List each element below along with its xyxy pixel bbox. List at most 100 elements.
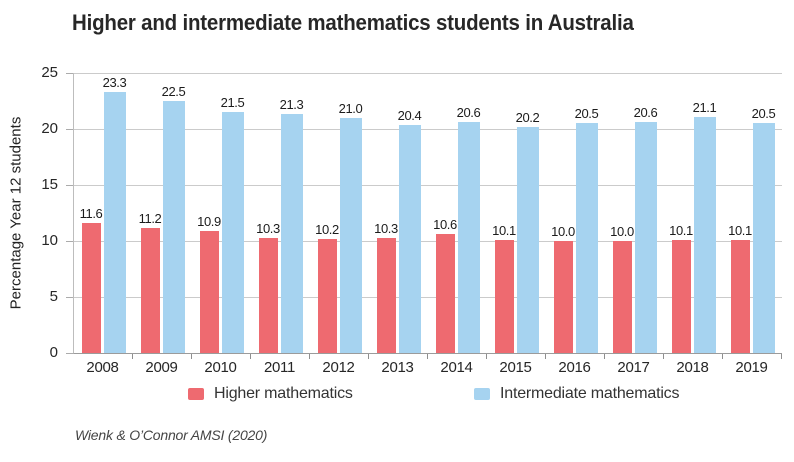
bar-group-2018: 10.1 21.1 bbox=[664, 73, 723, 353]
value-label-intermediate-2017: 20.6 bbox=[633, 105, 658, 120]
bar-intermediate-2011 bbox=[280, 114, 303, 353]
bar-higher-2017 bbox=[612, 241, 632, 353]
y-tick-label-10: 10 bbox=[41, 232, 58, 249]
bar-group-2011: 10.3 21.3 bbox=[251, 73, 310, 353]
value-label-higher-2018: 10.1 bbox=[669, 223, 693, 238]
bar-higher-2015 bbox=[494, 240, 514, 353]
gridline-25 bbox=[74, 73, 782, 74]
bar-group-2010: 10.9 21.5 bbox=[192, 73, 251, 353]
plot-area: 11.6 23.3 11.2 22.5 10.9 21.5 10.3 21.3 10.2 21.0… bbox=[73, 73, 782, 354]
x-tick-label-2011: 2011 bbox=[263, 359, 296, 376]
legend: Higher mathematics Intermediate mathemat… bbox=[0, 385, 794, 407]
value-label-higher-2008: 11.6 bbox=[79, 206, 103, 221]
x-tick-mark-5 bbox=[368, 354, 369, 359]
bar-intermediate-2014 bbox=[457, 122, 480, 353]
value-label-intermediate-2014: 20.6 bbox=[456, 105, 481, 120]
value-label-intermediate-2009: 22.5 bbox=[161, 84, 186, 99]
legend-label-intermediate: Intermediate mathematics bbox=[500, 385, 680, 402]
bar-group-2019: 10.1 20.5 bbox=[723, 73, 782, 353]
bar-higher-2009 bbox=[140, 228, 160, 353]
bar-intermediate-2019 bbox=[752, 123, 775, 353]
value-label-higher-2014: 10.6 bbox=[433, 217, 457, 232]
x-tick-mark-4 bbox=[309, 354, 310, 359]
bar-intermediate-2008 bbox=[103, 92, 126, 353]
x-tick-mark-12 bbox=[781, 354, 782, 359]
y-tick-label-25: 25 bbox=[41, 64, 58, 81]
x-tick-label-2019: 2019 bbox=[735, 359, 768, 376]
value-label-higher-2012: 10.2 bbox=[315, 222, 339, 237]
x-tick-label-2015: 2015 bbox=[499, 359, 532, 376]
gridline-15 bbox=[74, 185, 782, 186]
value-label-higher-2009: 11.2 bbox=[138, 211, 162, 226]
x-tick-label-2017: 2017 bbox=[617, 359, 650, 376]
x-tick-mark-8 bbox=[545, 354, 546, 359]
bar-group-2014: 10.6 20.6 bbox=[428, 73, 487, 353]
higher-mathematics-swatch-icon bbox=[188, 388, 204, 400]
bar-intermediate-2016 bbox=[575, 123, 598, 353]
x-tick-label-2009: 2009 bbox=[145, 359, 178, 376]
bar-intermediate-2018 bbox=[693, 117, 716, 353]
bar-group-2008: 11.6 23.3 bbox=[74, 73, 133, 353]
legend-label-higher: Higher mathematics bbox=[214, 385, 353, 402]
bar-group-2013: 10.3 20.4 bbox=[369, 73, 428, 353]
value-label-intermediate-2015: 20.2 bbox=[515, 110, 540, 125]
bar-intermediate-2017 bbox=[634, 122, 657, 353]
value-label-higher-2010: 10.9 bbox=[197, 214, 221, 229]
source-citation: Wienk & O’Connor AMSI (2020) bbox=[75, 427, 268, 443]
bar-higher-2010 bbox=[199, 231, 219, 353]
y-tick-label-0: 0 bbox=[49, 344, 58, 361]
x-tick-mark-6 bbox=[427, 354, 428, 359]
bar-group-2015: 10.1 20.2 bbox=[487, 73, 546, 353]
value-label-intermediate-2011: 21.3 bbox=[279, 97, 304, 112]
legend-item-intermediate: Intermediate mathematics bbox=[474, 385, 679, 403]
bar-group-2017: 10.0 20.6 bbox=[605, 73, 664, 353]
bar-higher-2018 bbox=[671, 240, 691, 353]
y-tick-mark-5 bbox=[66, 297, 73, 298]
gridline-10 bbox=[74, 241, 782, 242]
y-axis-title: Percentage Year 12 students bbox=[7, 116, 25, 310]
bar-group-2016: 10.0 20.5 bbox=[546, 73, 605, 353]
x-tick-label-2018: 2018 bbox=[676, 359, 709, 376]
value-label-intermediate-2008: 23.3 bbox=[102, 75, 127, 90]
value-label-higher-2013: 10.3 bbox=[374, 221, 398, 236]
y-tick-label-15: 15 bbox=[41, 176, 58, 193]
y-tick-mark-10 bbox=[66, 241, 73, 242]
x-tick-mark-7 bbox=[486, 354, 487, 359]
bar-higher-2019 bbox=[730, 240, 750, 353]
legend-item-higher: Higher mathematics bbox=[188, 385, 353, 403]
x-tick-mark-3 bbox=[250, 354, 251, 359]
x-tick-mark-10 bbox=[663, 354, 664, 359]
x-tick-mark-9 bbox=[604, 354, 605, 359]
value-label-higher-2019: 10.1 bbox=[728, 223, 752, 238]
x-tick-mark-1 bbox=[132, 354, 133, 359]
x-tick-mark-11 bbox=[722, 354, 723, 359]
bar-intermediate-2012 bbox=[339, 118, 362, 353]
intermediate-mathematics-swatch-icon bbox=[474, 388, 490, 400]
x-tick-label-2008: 2008 bbox=[86, 359, 119, 376]
y-tick-mark-15 bbox=[66, 185, 73, 186]
bar-higher-2016 bbox=[553, 241, 573, 353]
value-label-intermediate-2012: 21.0 bbox=[338, 101, 363, 116]
bar-intermediate-2013 bbox=[398, 125, 421, 353]
y-tick-mark-20 bbox=[66, 129, 73, 130]
gridline-5 bbox=[74, 297, 782, 298]
bar-intermediate-2015 bbox=[516, 127, 539, 353]
y-tick-label-20: 20 bbox=[41, 120, 58, 137]
bar-higher-2013 bbox=[376, 238, 396, 353]
value-label-higher-2015: 10.1 bbox=[492, 223, 516, 238]
y-tick-mark-0 bbox=[66, 353, 73, 354]
y-tick-label-5: 5 bbox=[49, 288, 58, 305]
value-label-higher-2011: 10.3 bbox=[256, 221, 280, 236]
chart-title: Higher and intermediate mathematics stud… bbox=[72, 10, 634, 35]
x-tick-label-2013: 2013 bbox=[381, 359, 414, 376]
x-tick-label-2012: 2012 bbox=[322, 359, 355, 376]
value-label-intermediate-2018: 21.1 bbox=[692, 100, 717, 115]
bar-intermediate-2010 bbox=[221, 112, 244, 353]
value-label-intermediate-2019: 20.5 bbox=[751, 106, 776, 121]
value-label-intermediate-2016: 20.5 bbox=[574, 106, 599, 121]
bar-group-2012: 10.2 21.0 bbox=[310, 73, 369, 353]
bar-higher-2008 bbox=[81, 223, 101, 353]
bar-higher-2011 bbox=[258, 238, 278, 353]
gridline-20 bbox=[74, 129, 782, 130]
